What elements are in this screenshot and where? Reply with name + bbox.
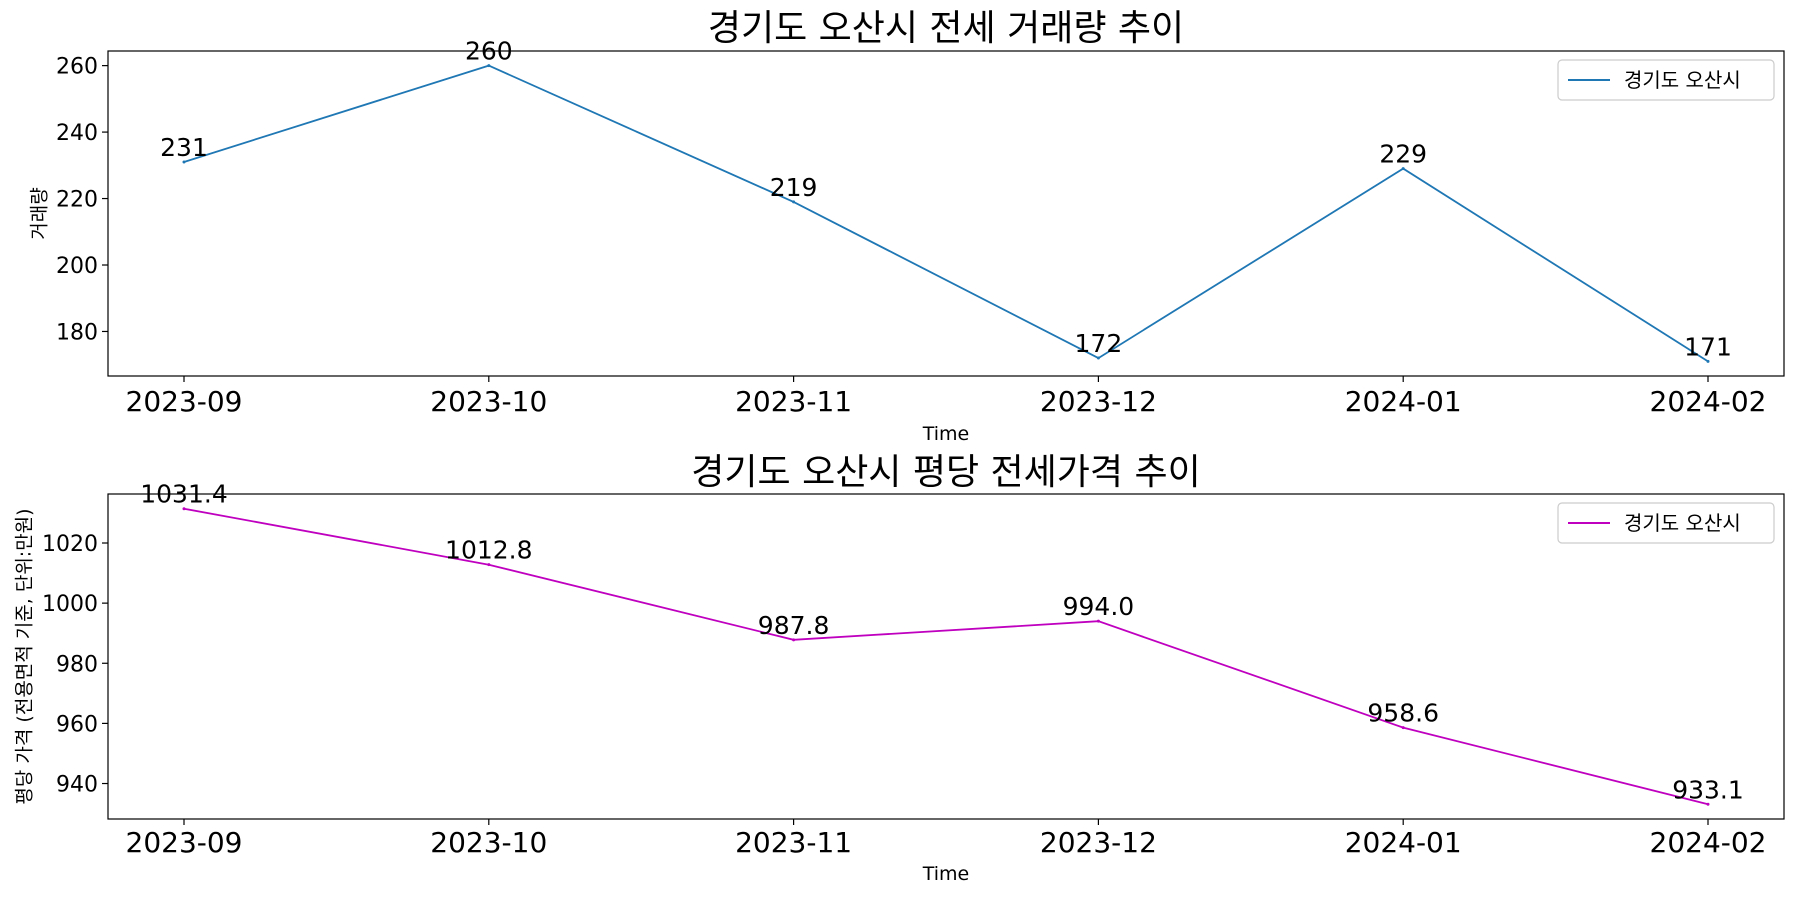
y-tick-label: 220 — [56, 188, 98, 213]
data-point — [1401, 726, 1405, 730]
data-label: 987.8 — [758, 611, 830, 640]
x-tick-label: 2023-10 — [430, 385, 547, 418]
x-tick-label: 2024-02 — [1650, 826, 1767, 859]
x-tick-label: 2023-12 — [1040, 385, 1157, 418]
x-tick-label: 2024-01 — [1345, 385, 1462, 418]
x-tick-label: 2023-12 — [1040, 826, 1157, 859]
y-tick-label: 1000 — [42, 592, 98, 617]
data-label: 231 — [160, 133, 208, 162]
chart-1: 경기도 오산시 전세 거래량 추이 180 200 220 240 260 2023-09 2… — [29, 8, 1785, 445]
x-tick-label: 2023-11 — [735, 826, 852, 859]
data-point — [487, 64, 491, 68]
data-point — [487, 563, 491, 567]
data-label: 219 — [770, 173, 818, 202]
legend-box — [1557, 59, 1775, 101]
y-tick-label: 240 — [56, 121, 98, 146]
y-axis-label: 거래량 — [29, 187, 51, 239]
data-point — [1706, 802, 1710, 806]
series-line — [183, 507, 1709, 806]
y-tick-label: 200 — [56, 254, 98, 279]
y-tick-label: 1020 — [42, 532, 98, 557]
x-axis-label: Time — [922, 423, 970, 445]
data-label: 1012.8 — [445, 536, 532, 565]
data-label: 994.0 — [1063, 592, 1135, 621]
series-line — [183, 64, 1709, 363]
chart-title: 경기도 오산시 전세 거래량 추이 — [708, 8, 1184, 49]
x-tick-label: 2024-01 — [1345, 826, 1462, 859]
x-axis-label: Time — [922, 863, 970, 885]
x-tick-label: 2023-10 — [430, 826, 547, 859]
data-label: 958.6 — [1367, 699, 1439, 728]
y-tick-label: 940 — [56, 773, 98, 798]
legend-label: 경기도 오산시 — [1624, 511, 1741, 535]
x-tick-label: 2023-09 — [126, 826, 243, 859]
data-point — [792, 638, 796, 642]
data-point — [182, 160, 186, 164]
plot-frame — [107, 493, 1785, 820]
data-point — [792, 200, 796, 204]
data-label: 260 — [465, 37, 513, 66]
chart-title: 경기도 오산시 평당 전세가격 추이 — [691, 452, 1200, 493]
legend-label: 경기도 오산시 — [1624, 68, 1741, 92]
plot-frame — [107, 50, 1785, 377]
y-tick-label: 180 — [56, 320, 98, 345]
x-tick-label: 2024-02 — [1650, 385, 1767, 418]
y-tick-label: 260 — [56, 55, 98, 80]
data-point — [1096, 619, 1100, 623]
data-point — [1096, 356, 1100, 360]
legend-box — [1557, 502, 1775, 544]
x-tick-label: 2023-11 — [735, 385, 852, 418]
legend: 경기도 오산시 — [1557, 59, 1775, 101]
y-axis-label: 평당 가격 (전용면적 기준, 단위:만원) — [14, 508, 36, 804]
data-point — [182, 507, 186, 511]
y-tick-label: 960 — [56, 712, 98, 737]
legend: 경기도 오산시 — [1557, 502, 1775, 544]
data-label: 171 — [1684, 332, 1732, 361]
data-label: 229 — [1379, 140, 1427, 169]
data-point — [1401, 167, 1405, 171]
data-label: 933.1 — [1672, 775, 1744, 804]
y-tick-label: 980 — [56, 652, 98, 677]
x-tick-label: 2023-09 — [126, 385, 243, 418]
data-label: 1031.4 — [140, 480, 227, 509]
chart-2: 경기도 오산시 평당 전세가격 추이 940 960 980 1000 1020 2023-… — [14, 452, 1785, 885]
data-point — [1706, 359, 1710, 363]
data-label: 172 — [1075, 329, 1123, 358]
